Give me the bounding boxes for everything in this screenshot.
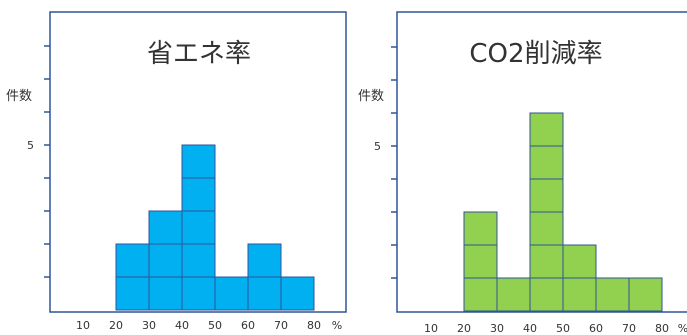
x-tick-label: 30 — [142, 319, 156, 332]
x-tick-label: 60 — [241, 319, 255, 332]
bar-cell — [562, 244, 597, 279]
bar-cell — [496, 277, 531, 312]
x-axis-ticks: 10 20 30 40 50 60 70 80 — [76, 319, 321, 332]
bar-cell — [529, 145, 564, 180]
bar-cell — [115, 276, 150, 311]
bar-cell — [529, 244, 564, 279]
bar-cell — [595, 277, 630, 312]
bar-cell — [463, 244, 498, 279]
bar-cell — [529, 277, 564, 312]
bar-cell — [181, 276, 216, 311]
x-tick-label: 40 — [175, 319, 189, 332]
bar-cell — [463, 277, 498, 312]
bar — [280, 276, 315, 311]
bar — [562, 244, 597, 312]
x-tick-label: 70 — [274, 319, 288, 332]
bar-cell — [529, 211, 564, 246]
bar-cell — [181, 243, 216, 278]
bar-cell — [181, 144, 216, 179]
bar-cell — [529, 112, 564, 147]
bar-cell — [181, 177, 216, 212]
bar-cell — [247, 243, 282, 278]
bar — [595, 277, 630, 312]
bar-group — [115, 144, 315, 311]
x-tick-label: 80 — [655, 322, 669, 335]
y-axis-ticks: 5 — [27, 45, 50, 278]
bar — [214, 276, 249, 311]
bar-cell — [562, 277, 597, 312]
chart-title: CO2削減率 — [469, 39, 602, 69]
bar-cell — [214, 276, 249, 311]
x-tick-label: 40 — [523, 322, 537, 335]
y-tick-label: 5 — [374, 140, 381, 153]
bar-cell — [148, 243, 183, 278]
x-axis-unit: % — [678, 322, 687, 335]
x-tick-label: 10 — [76, 319, 90, 332]
y-axis-label: 件数 — [358, 89, 384, 104]
x-tick-label: 50 — [556, 322, 570, 335]
y-axis-ticks: 5 — [374, 46, 397, 279]
bar-cell — [463, 211, 498, 246]
bar — [628, 277, 663, 312]
bar-cell — [148, 210, 183, 245]
y-axis-label: 件数 — [6, 89, 32, 104]
bar-cell — [247, 276, 282, 311]
energy-saving-histogram: 省エネ率 件数 5 10 20 30 40 50 60 70 80 % — [6, 11, 347, 332]
bar — [181, 144, 216, 311]
x-tick-label: 70 — [622, 322, 636, 335]
x-tick-label: 20 — [457, 322, 471, 335]
bar-cell — [148, 276, 183, 311]
bar — [115, 243, 150, 311]
bar-cell — [115, 243, 150, 278]
chart-title: 省エネ率 — [147, 39, 251, 69]
bar-cell — [181, 210, 216, 245]
x-axis-unit: % — [332, 319, 342, 332]
bar-cell — [628, 277, 663, 312]
x-tick-label: 10 — [424, 322, 438, 335]
x-tick-label: 80 — [307, 319, 321, 332]
x-tick-label: 50 — [208, 319, 222, 332]
bar — [148, 210, 183, 311]
x-tick-label: 60 — [589, 322, 603, 335]
co2-reduction-histogram: CO2削減率 件数 5 10 20 30 40 50 60 70 80 % — [358, 11, 687, 335]
bar — [247, 243, 282, 311]
bar — [529, 112, 564, 312]
x-tick-label: 20 — [109, 319, 123, 332]
y-tick-label: 5 — [27, 139, 34, 152]
bar-cell — [529, 178, 564, 213]
bar — [496, 277, 531, 312]
x-axis-ticks: 10 20 30 40 50 60 70 80 — [424, 322, 669, 335]
bar-cell — [280, 276, 315, 311]
x-tick-label: 30 — [490, 322, 504, 335]
bar — [463, 211, 498, 312]
bar-group — [463, 112, 663, 312]
